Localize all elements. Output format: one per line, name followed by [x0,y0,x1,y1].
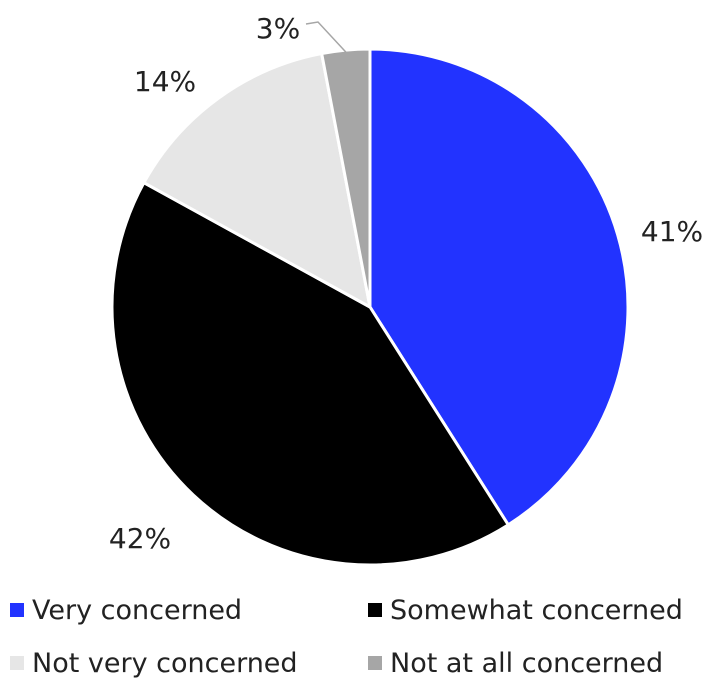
pie-labels: 41% 42% 14% 3% [109,12,703,555]
data-label-somewhat-concerned: 42% [109,522,171,555]
legend-item-not-at-all-concerned: Not at all concerned [368,643,663,683]
legend-label-not-at-all-concerned: Not at all concerned [390,647,664,679]
data-label-very-concerned: 41% [641,215,703,248]
legend-label-very-concerned: Very concerned [32,594,243,626]
data-label-not-at-all-concerned: 3% [256,12,300,45]
legend-item-very-concerned: Very concerned [10,590,242,630]
chart-legend: Very concerned Somewhat concerned Not ve… [10,590,720,683]
legend-swatch-not-very-concerned [10,656,24,670]
legend-swatch-very-concerned [10,603,24,617]
legend-swatch-somewhat-concerned [368,603,382,617]
legend-item-somewhat-concerned: Somewhat concerned [368,590,683,630]
legend-swatch-not-at-all-concerned [368,656,382,670]
legend-label-somewhat-concerned: Somewhat concerned [390,594,683,626]
pie-slice-not-at-all-concerned [320,47,372,309]
legend-item-not-very-concerned: Not very concerned [10,643,298,683]
data-label-not-very-concerned: 14% [134,65,196,98]
pie-slice-not-very-concerned [142,52,372,309]
pie-slices [110,47,630,567]
pie-slice-somewhat-concerned [110,181,510,567]
legend-label-not-very-concerned: Not very concerned [32,647,298,679]
leader-line-not-at-all-concerned [305,21,347,53]
